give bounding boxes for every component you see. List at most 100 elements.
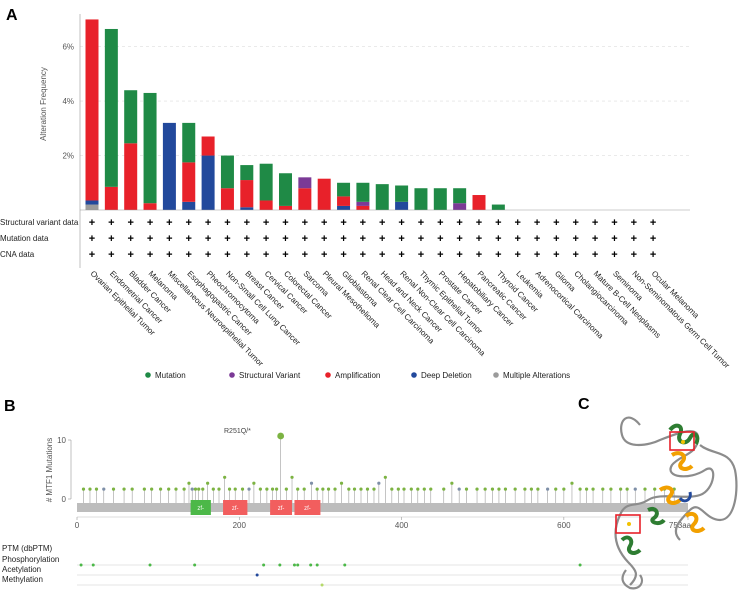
lollipop-head [352,487,357,491]
lollipop-head [490,487,495,491]
zinc-finger-3 [620,535,642,555]
protein-backbone [77,503,688,512]
profile-mark: + [611,233,617,245]
helix-1 [670,451,694,471]
lollipop-head [315,487,319,491]
profile-mark: + [611,217,617,229]
lollipop-head [619,487,623,491]
profile-mark: + [360,233,366,245]
bar-segment [143,92,157,204]
profile-mark: + [340,249,346,261]
profile-mark: + [282,233,288,245]
legend-marker [411,372,417,378]
protein-structure-image [614,416,738,590]
lollipop-head [422,487,426,491]
legend-label: Multiple Alterations [503,371,570,380]
y-tick-label: 4% [62,97,74,106]
panel-a-letter: A [6,7,18,24]
lollipop-head [503,487,508,491]
profile-mark: + [553,233,559,245]
profile-row-label: CNA data [0,250,35,259]
panel-b-protein-track: zf-zf-zf-zf- [77,500,688,515]
panel-b: B # MTF1 Mutations 0 10 zf-zf-zf-zf- 0 200… [2,398,692,587]
lollipop-head [591,487,595,491]
panel-b-hotspot-annotation: R251Q/* [224,428,251,435]
profile-mark: + [321,249,327,261]
lollipop-head [601,487,605,491]
ptm-title: PTM (dbPTM) [2,544,53,553]
profile-mark: + [263,249,269,261]
bar-segment [240,180,254,208]
profile-mark: + [224,233,230,245]
bar-segment [201,136,215,156]
lollipop-head [252,481,256,485]
lollipop-head [190,487,194,491]
profile-mark: + [418,217,424,229]
lollipop-head [464,487,469,491]
ptm-row-label: Acetylation [2,565,41,574]
lollipop-head [321,487,325,491]
lollipop-head [513,487,517,491]
lollipop-head [442,487,446,491]
profile-mark: + [263,233,269,245]
bar-segment [298,188,312,210]
profile-mark: + [631,217,637,229]
profile-mark: + [573,233,579,245]
profile-mark: + [186,217,192,229]
profile-mark: + [127,249,133,261]
lollipop-head [265,487,269,491]
lollipop-head [390,487,394,491]
lollipop-head [270,487,275,491]
lollipop-head [546,487,550,491]
legend-label: Amplification [335,371,380,380]
bar-segment [433,188,447,210]
profile-mark: + [592,233,598,245]
mutated-residue-1 [681,440,685,444]
profile-mark: + [514,217,520,229]
profile-mark: + [495,249,501,261]
bar-segment [356,205,370,210]
lollipop-head [258,487,262,491]
bar-segment [85,200,99,205]
panel-b-ptm-track: PTM (dbPTM) PhosphorylationAcetylationMe… [2,544,688,587]
bar-segment [182,201,196,210]
profile-mark: + [592,217,598,229]
panel-a-y-axis-title: Alteration Frequency [39,67,48,141]
panel-a-legend: Mutation Structural Variant Amplification D… [145,371,570,380]
protein-domain-label: zf- [232,506,239,512]
profile-mark: + [418,233,424,245]
bar-segment [356,201,370,206]
lollipop-head [102,487,106,491]
y-tick-label: 2% [62,152,74,161]
lollipop-head [450,481,454,485]
profile-mark: + [553,249,559,261]
lollipop-head [290,475,294,479]
ptm-site [91,563,95,567]
lollipop-head [429,487,433,491]
profile-mark: + [418,249,424,261]
lollipop-head [475,487,479,491]
lollipop-head [396,487,400,491]
bar-segment [240,207,254,210]
bar-segment [85,19,99,201]
protein-domain [223,500,248,515]
profile-mark: + [282,249,288,261]
ptm-site [315,563,319,567]
profile-mark: + [89,249,95,261]
lollipop-head [284,487,288,491]
x-tick-label: 200 [233,521,247,530]
lollipop-head [122,487,126,491]
bar-segment [104,28,118,187]
profile-mark: + [553,217,559,229]
ptm-site [262,563,266,567]
panel-a-y-axis: Alteration Frequency 2% 4% 6% [39,14,81,210]
lollipop-head [483,487,487,491]
profile-mark: + [398,217,404,229]
panel-b-letter: B [4,398,16,415]
lollipop-head [88,487,92,491]
profile-mark: + [302,249,308,261]
lollipop-head [529,487,533,491]
profile-mark: + [534,217,540,229]
bar-segment [124,143,138,210]
